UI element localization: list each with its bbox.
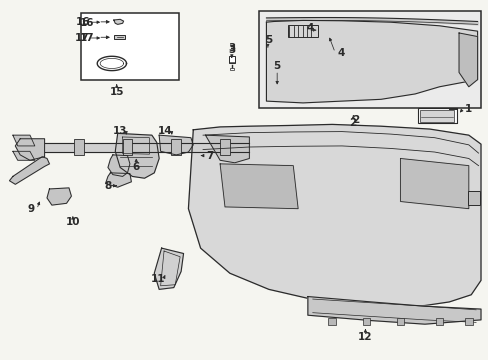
Text: 15: 15: [109, 87, 124, 97]
Bar: [362, 318, 369, 325]
Polygon shape: [205, 135, 249, 163]
Text: 12: 12: [357, 332, 372, 342]
Text: 5: 5: [264, 35, 272, 45]
Text: 16: 16: [80, 18, 95, 28]
Polygon shape: [159, 135, 193, 155]
Text: 3: 3: [228, 45, 235, 55]
Text: 6: 6: [132, 162, 140, 172]
Text: 2: 2: [349, 118, 356, 128]
Polygon shape: [458, 33, 477, 87]
Text: 4: 4: [306, 23, 314, 33]
Polygon shape: [13, 135, 35, 146]
Polygon shape: [105, 173, 131, 187]
Polygon shape: [114, 19, 123, 24]
Polygon shape: [108, 155, 130, 176]
Bar: [328, 318, 335, 325]
Bar: [435, 318, 443, 325]
Text: 4: 4: [337, 48, 344, 58]
Text: 14: 14: [158, 126, 172, 135]
Polygon shape: [13, 151, 35, 160]
Bar: [220, 139, 229, 155]
Polygon shape: [115, 134, 159, 178]
Polygon shape: [220, 164, 298, 209]
Bar: [419, 110, 453, 122]
Polygon shape: [47, 188, 71, 205]
Bar: [81, 13, 178, 80]
Text: 9: 9: [27, 204, 35, 215]
Text: 16: 16: [75, 17, 90, 27]
Bar: [259, 12, 480, 108]
Bar: [396, 318, 404, 325]
Text: 2: 2: [351, 115, 359, 125]
Text: 3: 3: [228, 43, 235, 53]
Polygon shape: [266, 21, 477, 103]
Text: 10: 10: [65, 217, 80, 227]
Bar: [229, 68, 233, 69]
Bar: [114, 35, 125, 40]
Text: 8: 8: [104, 181, 111, 191]
Bar: [288, 25, 317, 37]
Bar: [417, 108, 456, 123]
Text: 17: 17: [80, 33, 95, 43]
Polygon shape: [15, 139, 44, 160]
Bar: [122, 139, 132, 155]
Text: 7: 7: [206, 150, 214, 161]
Bar: [228, 56, 234, 63]
Bar: [467, 191, 479, 205]
Bar: [171, 139, 181, 155]
Text: 17: 17: [75, 33, 90, 43]
Polygon shape: [307, 297, 480, 324]
Polygon shape: [9, 157, 49, 184]
Polygon shape: [154, 248, 183, 289]
Text: 11: 11: [150, 274, 164, 284]
Polygon shape: [188, 125, 480, 307]
Text: 13: 13: [113, 126, 127, 135]
Text: 1: 1: [464, 104, 471, 114]
Bar: [464, 318, 472, 325]
Polygon shape: [400, 158, 468, 209]
Text: 5: 5: [273, 61, 280, 71]
Bar: [74, 139, 83, 155]
